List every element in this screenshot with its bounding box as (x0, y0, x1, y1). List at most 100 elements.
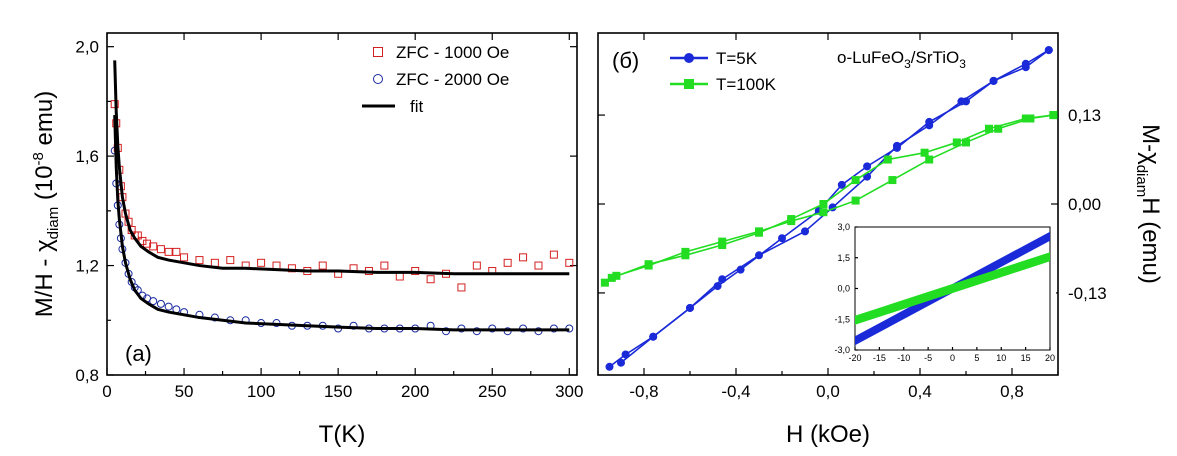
fit-line-a (113, 60, 570, 276)
y-tick-label-a: 1,2 (75, 257, 99, 276)
inset-y-tick-label: 3,0 (837, 222, 850, 232)
loop-line-b-series0 (620, 49, 1050, 364)
data-point-a-series1 (349, 321, 358, 330)
y-tick-label-a: 0,8 (75, 366, 99, 385)
legend-label-b: T=5K (716, 49, 758, 68)
data-point-a-series0 (318, 261, 327, 270)
data-point-a-series0 (472, 261, 481, 270)
x-tick-label-a: 100 (247, 382, 275, 401)
inset-x-tick-label: -20 (848, 353, 861, 363)
panel-label-b: (б) (612, 48, 639, 73)
data-point-b-series0 (755, 251, 763, 260)
panel-a: 0 50 100 150 200 250 300 0,8 1,2 1,6 2,0 T(K) M/H - … (30, 32, 583, 448)
legend-marker-b (684, 79, 694, 89)
x-tick-label-b: 0,0 (816, 382, 840, 401)
inset-x-tick-label: 15 (1021, 353, 1031, 363)
y-axis-title-b: M-χdiamH (emu) (1133, 124, 1164, 284)
data-point-a-series0 (210, 258, 219, 267)
fit-line-a (113, 115, 570, 332)
x-tick-label-b: 0,8 (1000, 382, 1024, 401)
data-point-b-series0 (1044, 46, 1053, 55)
x-tick-label-a: 300 (555, 382, 583, 401)
y-tick-label-b: 0,00 (1068, 195, 1101, 214)
data-point-a-series0 (549, 250, 558, 259)
data-point-a-series0 (195, 256, 204, 265)
legend-label-a: ZFC - 1000 Oe (396, 43, 509, 62)
data-point-a-series0 (519, 253, 528, 262)
data-point-a-series0 (380, 261, 389, 270)
sample-annotation-s2: 3 (959, 57, 966, 71)
data-point-a-series1 (164, 302, 173, 311)
y-axis-title-b-main: M-χ (1137, 124, 1164, 165)
y-tick-label-b: 0,13 (1068, 106, 1101, 125)
legend-label-b: T=100K (716, 75, 777, 94)
legend-label-fit: fit (410, 97, 424, 116)
data-point-b-series1 (819, 200, 828, 208)
data-point-b-series1 (681, 251, 690, 260)
data-point-b-series0 (893, 141, 901, 150)
data-point-a-series0 (164, 247, 173, 256)
data-point-b-series1 (755, 228, 763, 237)
y-axis-title-a: M/H - χdiam (10-8 emu) (30, 91, 62, 318)
legend-marker-a (373, 47, 383, 57)
data-point-a-series0 (565, 258, 574, 267)
data-point-b-series0 (605, 362, 614, 371)
x-tick-label-a: 50 (175, 382, 194, 401)
data-point-a-series1 (442, 327, 451, 336)
data-point-b-series0 (801, 227, 809, 236)
x-tick-label-b: 0,4 (908, 382, 932, 401)
y-tick-label-a: 2,0 (75, 38, 99, 57)
data-point-b-series1 (644, 260, 653, 269)
data-point-b-series0 (778, 234, 786, 243)
data-point-a-series1 (156, 299, 165, 308)
inset-band-series1 (855, 252, 1050, 325)
y-tick-label-a: 1,6 (75, 147, 99, 166)
inset-y-tick-label: 0,0 (837, 284, 850, 294)
inset-y-tick-label: 1,5 (837, 253, 850, 263)
data-point-b-series1 (851, 176, 860, 185)
inset-x-tick-label: -5 (924, 353, 932, 363)
legend-marker-b (684, 53, 694, 63)
data-point-b-series1 (985, 124, 993, 133)
data-point-b-series0 (925, 121, 934, 130)
data-point-a-series0 (180, 253, 189, 262)
data-point-a-series1 (149, 297, 158, 306)
data-point-a-series0 (143, 239, 152, 248)
data-point-b-series0 (686, 303, 694, 312)
data-point-a-series0 (395, 272, 404, 281)
panel-b: -0,8 -0,4 0,0 0,4 0,8-0,130,000,13H (kOe)M-χ… (597, 32, 1164, 448)
inset-y-tick-label: -3,0 (834, 345, 850, 355)
data-point-b-series0 (1021, 59, 1030, 68)
data-point-b-series0 (957, 97, 966, 106)
data-point-b-series0 (617, 358, 625, 367)
x-tick-label-b: -0,4 (721, 382, 750, 401)
axes-frame-a (106, 32, 578, 376)
data-point-a-series0 (272, 261, 281, 270)
y-axis-title-a-sup: -8 (30, 152, 47, 165)
data-point-a-series0 (426, 275, 435, 284)
data-point-b-series1 (819, 208, 828, 217)
data-point-b-series1 (607, 273, 616, 282)
y-axis-title-a-sub: diam (45, 207, 62, 240)
data-point-b-series1 (883, 155, 892, 164)
data-point-b-series1 (952, 138, 961, 147)
inset-x-tick-label: -15 (873, 353, 886, 363)
inset-y-tick-label: -1,5 (834, 314, 850, 324)
data-point-b-series1 (920, 148, 929, 157)
x-tick-label-a: 0 (102, 382, 111, 401)
data-point-b-series1 (994, 124, 1003, 133)
loop-line-b-series1 (611, 114, 1054, 279)
data-point-a-series0 (172, 247, 181, 256)
y-axis-title-b-sub: diam (1133, 165, 1150, 198)
legend-marker-a (373, 74, 383, 84)
data-point-b-series1 (1049, 111, 1058, 120)
panel-label-a: (a) (125, 341, 152, 366)
inset-x-tick-label: 5 (974, 353, 979, 363)
x-tick-label-a: 250 (478, 382, 506, 401)
data-point-a-series0 (149, 242, 158, 251)
data-point-b-series1 (1021, 114, 1030, 123)
y-axis-title-b-tail: H (emu) (1137, 197, 1164, 284)
data-point-b-series1 (888, 176, 897, 185)
data-point-a-series0 (257, 258, 266, 267)
